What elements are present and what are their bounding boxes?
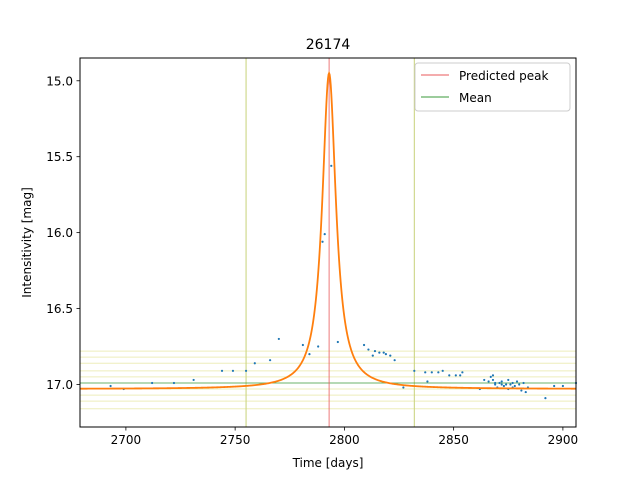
data-point bbox=[424, 371, 427, 374]
data-point bbox=[308, 353, 311, 356]
data-point bbox=[441, 369, 444, 372]
y-tick-label: 15.5 bbox=[46, 150, 73, 164]
data-point bbox=[518, 383, 521, 386]
data-point bbox=[413, 369, 416, 372]
data-point bbox=[430, 371, 433, 374]
data-point bbox=[498, 381, 501, 385]
chart-title: 26174 bbox=[306, 37, 351, 53]
data-point bbox=[426, 380, 429, 383]
data-point bbox=[483, 378, 486, 382]
data-point bbox=[524, 390, 527, 394]
data-point bbox=[494, 383, 497, 386]
x-tick-label: 2700 bbox=[111, 433, 142, 447]
data-point bbox=[553, 384, 556, 388]
legend-label-mean: Mean bbox=[459, 91, 492, 105]
data-point bbox=[500, 383, 503, 386]
data-point bbox=[507, 378, 510, 382]
bounds-group bbox=[245, 58, 415, 427]
data-point bbox=[393, 359, 396, 362]
x-tick-label: 2800 bbox=[329, 433, 360, 447]
x-tick-label: 2900 bbox=[548, 433, 579, 447]
data-point bbox=[367, 348, 370, 351]
data-point bbox=[461, 371, 464, 374]
data-point bbox=[384, 353, 388, 356]
data-point bbox=[487, 380, 490, 383]
data-point bbox=[520, 389, 523, 392]
data-point bbox=[454, 374, 457, 377]
data-point bbox=[301, 343, 304, 347]
data-point bbox=[489, 375, 492, 378]
data-point bbox=[522, 381, 525, 385]
data-point bbox=[151, 381, 154, 385]
data-point bbox=[491, 378, 495, 382]
data-point bbox=[561, 384, 564, 388]
data-point bbox=[317, 345, 320, 348]
data-point bbox=[509, 383, 512, 386]
data-point bbox=[544, 397, 547, 400]
observations-group bbox=[109, 164, 578, 400]
y-tick-label: 16.5 bbox=[46, 302, 73, 316]
x-axis-title: Time [days] bbox=[292, 456, 364, 470]
y-axis-title: Intensitivity [mag] bbox=[20, 187, 34, 298]
data-point bbox=[389, 354, 392, 357]
data-point bbox=[362, 343, 366, 347]
data-point bbox=[513, 384, 516, 388]
data-point bbox=[511, 381, 514, 385]
data-point bbox=[244, 369, 248, 372]
data-point bbox=[253, 362, 256, 365]
legend-label-predicted-peak: Predicted peak bbox=[459, 69, 549, 83]
data-point bbox=[371, 354, 374, 357]
data-point bbox=[373, 349, 377, 353]
plot-frame bbox=[79, 57, 577, 428]
data-point bbox=[491, 374, 495, 377]
data-point bbox=[504, 383, 508, 386]
y-tick-label: 16.0 bbox=[46, 226, 73, 240]
data-point bbox=[330, 164, 333, 167]
data-point bbox=[502, 384, 505, 388]
y-tick-label: 15.0 bbox=[46, 74, 73, 88]
legend: Predicted peak Mean bbox=[414, 62, 571, 112]
bands-group bbox=[80, 350, 576, 410]
x-tick-label: 2850 bbox=[438, 433, 469, 447]
data-point bbox=[109, 384, 112, 388]
data-point bbox=[494, 381, 497, 385]
data-point bbox=[268, 359, 272, 362]
data-point bbox=[459, 374, 462, 377]
legend-box bbox=[414, 62, 571, 112]
fit-curve bbox=[79, 70, 576, 390]
data-point bbox=[378, 351, 381, 354]
data-point bbox=[402, 386, 405, 389]
data-point bbox=[220, 369, 224, 372]
x-ticks-group: 2700 2750 2800 2850 2900 bbox=[111, 427, 579, 447]
data-point bbox=[500, 380, 503, 383]
y-tick-label: 17.0 bbox=[46, 378, 73, 392]
data-point bbox=[448, 374, 451, 377]
x-tick-label: 2750 bbox=[220, 433, 251, 447]
data-point bbox=[336, 340, 339, 344]
data-point bbox=[231, 369, 235, 372]
data-point bbox=[321, 240, 324, 243]
data-point bbox=[172, 381, 176, 385]
data-point bbox=[437, 371, 440, 374]
data-point bbox=[192, 378, 195, 382]
data-point bbox=[515, 380, 519, 383]
fit-curve-group bbox=[79, 70, 576, 390]
data-point bbox=[382, 351, 385, 354]
data-point bbox=[323, 233, 326, 236]
data-point bbox=[277, 337, 280, 341]
y-ticks-group: 15.0 15.5 16.0 16.5 17.0 bbox=[46, 74, 80, 392]
